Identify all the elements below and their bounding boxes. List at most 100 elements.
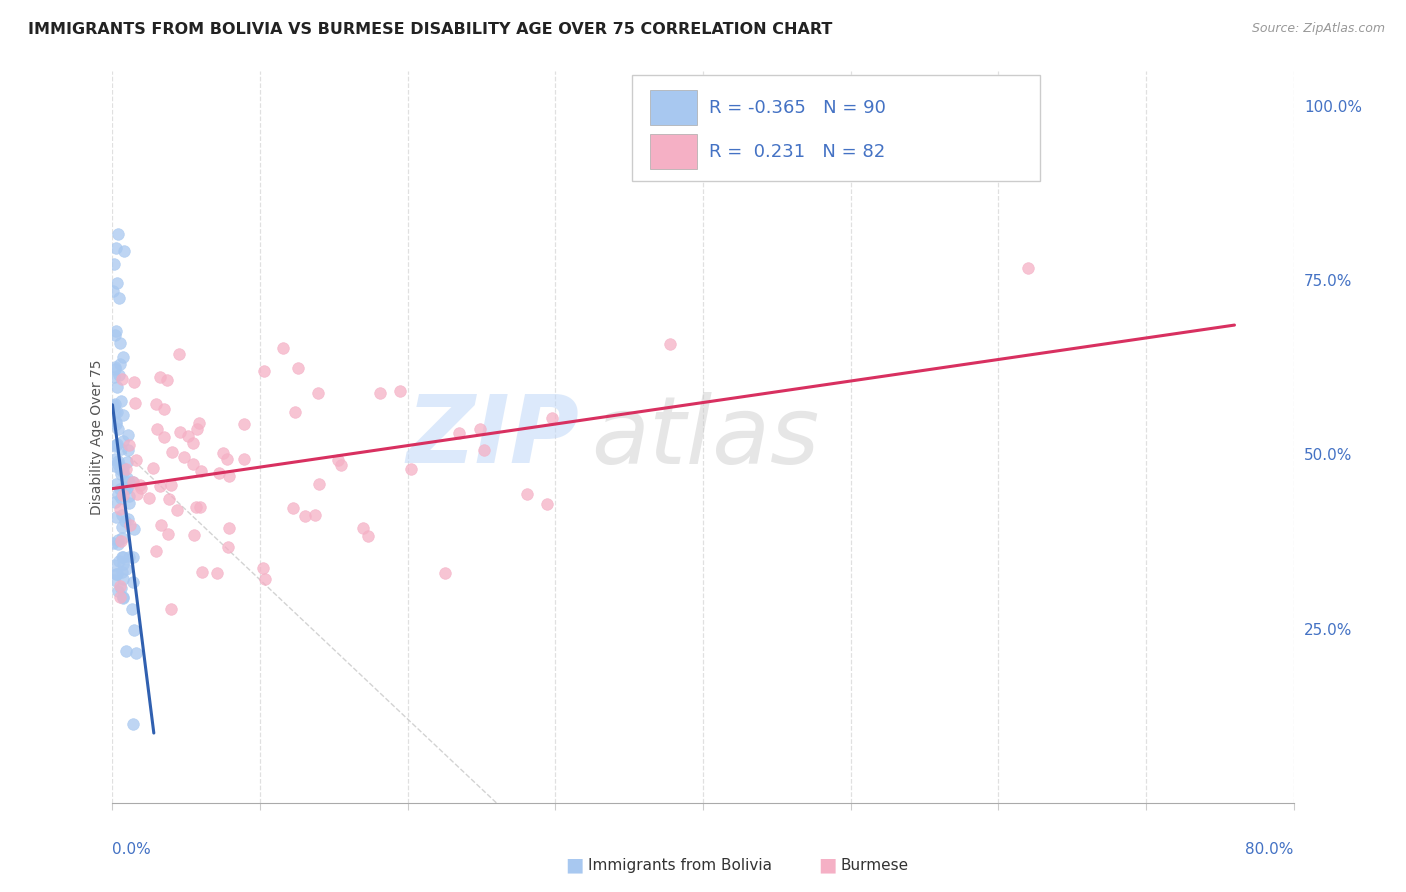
Point [472, 443, 495, 458]
Point [118, 475, 141, 489]
Point [122, 475, 145, 489]
Point [217, 452, 239, 467]
Point [287, 361, 309, 376]
Point [122, 550, 145, 565]
Point [108, 335, 131, 350]
Point [190, 565, 212, 579]
Point [159, 478, 181, 492]
Point [157, 492, 180, 507]
Point [110, 393, 132, 408]
Point [111, 465, 134, 479]
Point [103, 327, 125, 342]
Point [107, 457, 129, 471]
Point [153, 401, 176, 416]
Point [150, 517, 173, 532]
Point [108, 554, 131, 568]
Point [114, 562, 136, 576]
Point [330, 458, 353, 472]
Point [111, 372, 134, 386]
Y-axis label: Disability Age Over 75: Disability Age Over 75 [90, 359, 104, 515]
Point [115, 470, 138, 484]
Point [232, 417, 254, 431]
Point [117, 512, 139, 526]
Point [104, 495, 127, 509]
Point [173, 450, 195, 464]
Point [107, 454, 129, 468]
Point [118, 496, 141, 510]
Point [104, 439, 127, 453]
Point [108, 579, 131, 593]
Point [124, 396, 146, 410]
Point [111, 565, 134, 579]
Point [217, 540, 239, 554]
Point [433, 566, 456, 580]
Point [188, 500, 211, 515]
Point [114, 480, 136, 494]
Text: Burmese: Burmese [841, 858, 908, 872]
Point [105, 436, 128, 450]
Point [107, 487, 129, 501]
Point [308, 476, 330, 491]
Point [104, 417, 127, 432]
Point [208, 466, 231, 480]
Point [108, 501, 131, 516]
Point [281, 501, 304, 516]
Point [252, 560, 274, 574]
Point [105, 404, 128, 418]
Point [104, 405, 127, 419]
Point [184, 500, 207, 515]
Point [352, 521, 374, 535]
Point [658, 337, 681, 351]
Point [112, 572, 135, 586]
Point [138, 491, 160, 505]
Point [115, 481, 138, 495]
Point [111, 488, 134, 502]
Point [120, 518, 142, 533]
Text: ZIP: ZIP [406, 391, 579, 483]
Point [122, 376, 145, 390]
Point [104, 415, 127, 429]
FancyBboxPatch shape [633, 75, 1039, 181]
Point [188, 417, 211, 431]
Point [449, 425, 471, 440]
Point [110, 467, 132, 481]
Point [122, 575, 145, 590]
Point [284, 405, 307, 419]
Point [190, 465, 212, 479]
Point [294, 508, 316, 523]
Point [181, 457, 204, 471]
Point [541, 410, 564, 425]
Point [111, 531, 134, 545]
Point [152, 430, 174, 444]
Point [105, 567, 128, 582]
Point [218, 469, 240, 483]
Point [211, 446, 233, 460]
Point [307, 386, 329, 401]
Point [103, 359, 125, 374]
Point [103, 574, 125, 588]
Point [218, 521, 240, 535]
Point [145, 396, 167, 410]
Point [145, 544, 167, 558]
Point [177, 429, 200, 443]
Point [129, 481, 152, 495]
Point [328, 453, 350, 467]
Point [117, 427, 139, 442]
Point [107, 227, 129, 242]
Point [254, 572, 277, 586]
Point [111, 549, 134, 564]
Point [271, 341, 294, 355]
Point [125, 487, 148, 501]
Point [115, 482, 138, 496]
Point [110, 442, 132, 457]
Point [104, 452, 127, 467]
Point [107, 533, 129, 547]
Point [1017, 261, 1039, 276]
Point [108, 590, 131, 604]
Point [108, 357, 131, 371]
Point [111, 508, 134, 522]
Point [104, 397, 127, 411]
Point [112, 482, 135, 496]
Point [103, 257, 125, 271]
FancyBboxPatch shape [650, 90, 697, 126]
